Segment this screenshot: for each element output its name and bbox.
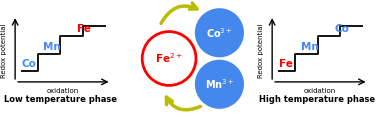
Text: oxidation: oxidation <box>46 88 79 93</box>
Text: Mn: Mn <box>43 42 61 52</box>
Text: Co: Co <box>335 24 349 34</box>
Text: High temperature phase: High temperature phase <box>259 95 376 104</box>
Text: oxidation: oxidation <box>304 88 336 93</box>
Text: Redox potential: Redox potential <box>258 23 264 78</box>
Text: Fe: Fe <box>77 24 91 34</box>
Text: Co: Co <box>22 59 37 69</box>
Circle shape <box>195 8 244 57</box>
Text: Low temperature phase: Low temperature phase <box>4 95 117 104</box>
Text: Mn$^{3+}$: Mn$^{3+}$ <box>205 77 234 91</box>
Text: Fe$^{2+}$: Fe$^{2+}$ <box>155 52 183 65</box>
Text: Co$^{3+}$: Co$^{3+}$ <box>206 26 232 40</box>
Text: Redox potential: Redox potential <box>1 23 7 78</box>
Text: Mn: Mn <box>301 42 318 52</box>
Circle shape <box>195 60 244 109</box>
Circle shape <box>142 32 196 85</box>
Text: Fe: Fe <box>279 59 293 69</box>
